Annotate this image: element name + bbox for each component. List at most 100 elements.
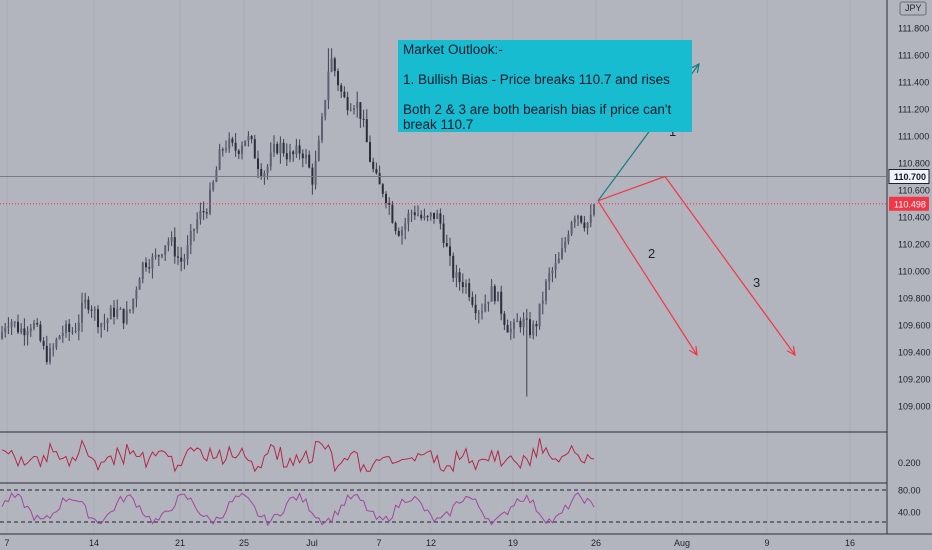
candle-body-up [244, 140, 247, 146]
candle-body-down [231, 138, 234, 143]
price-tick-label: 109.000 [898, 402, 931, 412]
candle-body-down [343, 91, 346, 98]
candle-body-up [129, 309, 131, 311]
level-price-tag-text: 110.700 [894, 172, 926, 182]
candle-body-up [551, 270, 554, 274]
price-tick-label: 109.400 [898, 348, 931, 358]
candle-body-up [330, 58, 333, 72]
candle-body-down [173, 237, 176, 257]
indicator-1-line [1, 438, 595, 473]
candle-body-down [474, 304, 477, 314]
candle-body-up [125, 310, 128, 324]
candle-body-up [183, 259, 186, 262]
candle-body-up [58, 335, 61, 340]
candle-body-down [500, 291, 503, 314]
candle-body-up [225, 148, 227, 150]
candle-body-up [26, 331, 29, 336]
candle-body-down [276, 143, 279, 154]
candle-body-up [167, 241, 170, 246]
candle-body-down [388, 202, 391, 205]
candle-body-down [301, 153, 304, 159]
candle-body-up [561, 248, 563, 259]
candle-body-up [436, 213, 439, 219]
candle-body-up [52, 347, 55, 349]
candle-body-down [292, 151, 295, 155]
candle-body-up [269, 152, 272, 167]
price-tick-label: 109.200 [898, 375, 931, 385]
candle-body-down [202, 211, 205, 213]
candle-body-down [493, 286, 496, 302]
candle-body-up [212, 182, 215, 190]
time-tick-label: 9 [764, 538, 769, 548]
candle-body-up [564, 241, 567, 249]
candle-body-up [141, 262, 144, 279]
candle-body-down [23, 328, 26, 336]
time-axis[interactable]: 7 14 21 25 Jul 7 12 19 26 Aug 9 16 [4, 538, 855, 548]
price-tick-label: 111.400 [898, 78, 929, 88]
note-bullish-line: 1. Bullish Bias - Price breaks 110.7 and… [403, 72, 670, 87]
candle-body-down [308, 154, 311, 168]
candle-body-down [285, 153, 288, 160]
candle-body-down [157, 255, 160, 257]
market-outlook-note[interactable]: Market Outlook:- 1. Bullish Bias - Price… [398, 40, 692, 132]
candle-body-up [327, 71, 330, 101]
candle-body-up [356, 102, 359, 109]
candle-body-up [215, 169, 218, 183]
projection-3-first-leg [597, 175, 666, 202]
price-tick-label: 111.200 [898, 105, 929, 115]
candle-body-up [577, 215, 579, 219]
candle-body-up [74, 330, 77, 332]
candle-body-up [417, 214, 419, 216]
candle-body-down [250, 136, 253, 140]
candle-body-up [77, 322, 80, 331]
candle-body-up [273, 143, 275, 153]
candle-body-up [138, 278, 141, 290]
candle-body-up [209, 189, 211, 214]
candle-body-up [321, 116, 323, 141]
candle-body-up [567, 234, 570, 242]
candle-body-up [401, 229, 403, 236]
candle-body-up [429, 212, 432, 217]
candle-body-up [218, 149, 221, 170]
candle-body-up [490, 286, 493, 302]
candle-body-up [465, 283, 467, 288]
last-price-tag-text: 110.498 [894, 199, 926, 209]
candle-body-up [266, 166, 269, 173]
currency-box [899, 1, 927, 16]
candle-body-up [228, 138, 231, 149]
time-tick-label: 12 [426, 538, 436, 548]
time-tick-label: 16 [845, 538, 855, 548]
candle-body-up [545, 281, 547, 301]
candle-body-down [452, 255, 455, 278]
candle-body-up [106, 319, 109, 324]
candle-body-down [375, 169, 378, 174]
candle-body-down [519, 320, 522, 328]
price-axis[interactable]: JPY 111.800 111.600 111.400 111.200 111.000 11… [888, 1, 931, 412]
candle-body-up [317, 140, 320, 161]
candle-body-up [481, 311, 483, 313]
note-bearish-line: Both 2 & 3 are both bearish bias if pric… [403, 102, 672, 132]
candle-body-down [113, 307, 115, 317]
candle-body-up [71, 331, 74, 333]
candle-body-up [477, 312, 480, 314]
candle-body-down [260, 168, 263, 177]
candle-body-up [516, 320, 519, 323]
candle-body-down [298, 145, 301, 154]
time-tick-label: 25 [239, 538, 249, 548]
candle-body-down [340, 85, 343, 92]
candle-body-down [372, 161, 375, 170]
candle-body-up [455, 272, 458, 278]
candle-body-down [394, 222, 397, 231]
candle-body-up [573, 218, 576, 223]
price-tick-label: 110.000 [898, 267, 930, 277]
candle-body-down [449, 246, 451, 256]
candle-body-up [522, 318, 525, 328]
candle-body-up [538, 303, 541, 327]
candle-body-down [68, 323, 71, 332]
candle-body-up [186, 245, 189, 260]
candle-body-up [29, 328, 32, 332]
candle-body-up [10, 322, 13, 327]
candle-body-down [468, 283, 471, 298]
candle-body-down [237, 150, 240, 154]
candle-body-up [247, 136, 250, 141]
